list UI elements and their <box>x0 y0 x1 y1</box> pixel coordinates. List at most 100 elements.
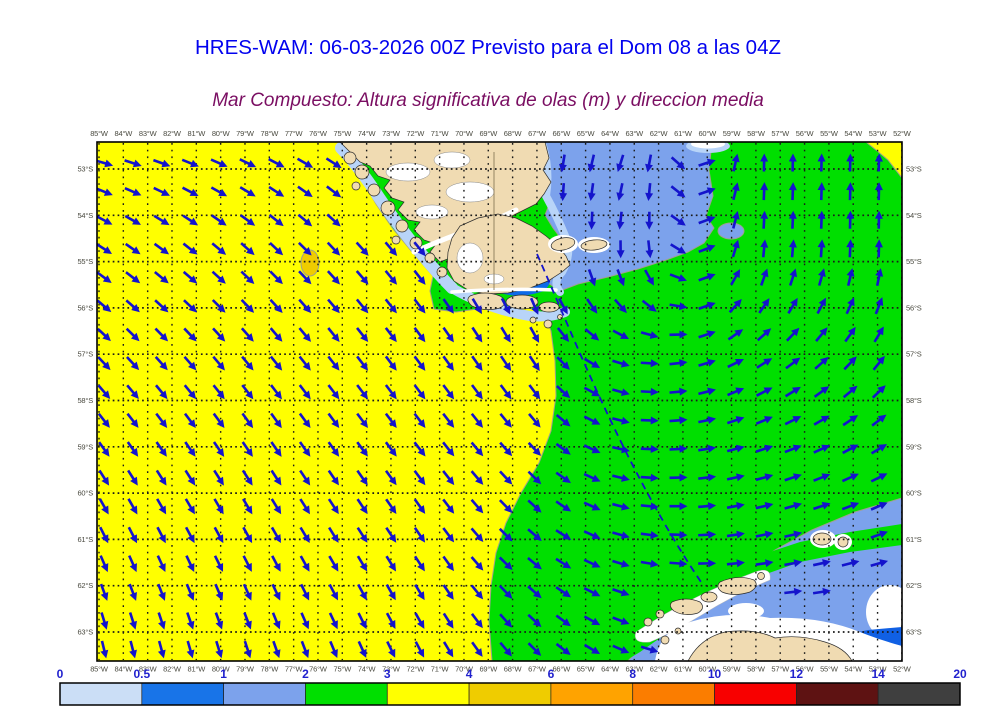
wave-arrow <box>325 157 342 169</box>
wave-arrow <box>214 612 224 630</box>
map-frame <box>96 141 903 662</box>
wave-arrow <box>499 412 512 428</box>
wave-arrow <box>210 186 228 197</box>
wave-arrow <box>413 527 426 543</box>
lat-label-right: 59°S <box>906 442 922 451</box>
wave-arrow <box>183 327 197 342</box>
wave-arrow <box>846 153 855 172</box>
icefield-2 <box>433 151 471 169</box>
wave-arrow <box>640 531 659 539</box>
wave-arrow <box>846 210 855 229</box>
sea-region-gold-4-6m <box>300 249 320 277</box>
wave-arrow <box>127 469 138 486</box>
wave-arrow <box>583 472 601 482</box>
wave-arrow <box>788 182 797 201</box>
wave-arrow <box>871 414 887 427</box>
wave-arrow <box>587 211 596 230</box>
wave-arrow <box>299 526 310 543</box>
wave-arrow <box>470 441 484 457</box>
wave-arrow <box>183 384 197 400</box>
wave-arrow <box>784 587 803 596</box>
wave-arrow <box>670 214 686 226</box>
wave-arrow <box>616 211 625 230</box>
wave-arrow <box>156 555 166 573</box>
colorbar-cell <box>714 682 797 706</box>
wave-arrow <box>583 415 601 425</box>
lon-label-bottom: 68°W <box>504 665 523 674</box>
wave-arrow <box>527 528 542 541</box>
wave-arrow <box>698 330 716 339</box>
wave-arrow <box>500 326 511 343</box>
ice-top-pocket <box>691 142 725 149</box>
icefield-4 <box>415 204 449 220</box>
wave-arrow <box>755 444 774 453</box>
wave-arrow <box>385 555 397 572</box>
wave-arrow <box>355 270 369 285</box>
land-antarctic-peninsula <box>655 614 902 661</box>
lon-label-top: 59°W <box>723 129 742 138</box>
wave-arrow <box>698 473 717 482</box>
wave-arrow <box>97 159 114 168</box>
wave-arrow <box>640 331 659 339</box>
wave-arrow <box>731 153 740 172</box>
lat-label-left: 59°S <box>77 442 93 451</box>
wave-arrow <box>812 587 831 596</box>
wave-arrow <box>698 530 717 539</box>
wave-arrow <box>498 527 513 542</box>
wave-arrow <box>500 297 511 315</box>
wave-arrow <box>527 642 542 656</box>
wave-arrow <box>555 529 572 540</box>
wave-arrow <box>385 612 396 629</box>
wave-arrow <box>442 355 454 371</box>
wave-arrow <box>243 640 252 659</box>
lon-label-top: 67°W <box>528 129 547 138</box>
lon-label-top: 75°W <box>333 129 352 138</box>
wave-arrow <box>97 271 112 284</box>
wave-arrow <box>384 412 397 428</box>
wave-arrow <box>356 384 369 400</box>
wave-arrow <box>669 502 688 511</box>
colorbar-cell <box>550 682 634 706</box>
wave-arrow <box>357 583 367 601</box>
wave-arrow <box>645 211 654 230</box>
wave-arrow <box>698 559 717 568</box>
lon-label-top: 70°W <box>455 129 474 138</box>
wave-arrow <box>812 559 831 567</box>
wave-arrow <box>184 441 196 457</box>
wave-arrow <box>612 388 630 397</box>
wave-arrow <box>698 387 716 396</box>
wave-arrow <box>269 384 282 400</box>
wave-arrow <box>640 387 659 396</box>
wave-arrow <box>241 441 253 457</box>
wave-arrow <box>124 159 142 168</box>
wave-arrow <box>356 327 369 343</box>
colorbar-label: 12 <box>790 667 804 681</box>
wave-arrow <box>270 469 282 486</box>
wave-arrow <box>442 384 455 400</box>
lat-label-left: 61°S <box>77 535 93 544</box>
wave-arrow <box>816 297 826 315</box>
wave-arrow <box>470 498 484 514</box>
wave-arrow <box>97 384 111 399</box>
wave-arrow <box>788 268 798 286</box>
lon-label-top: 68°W <box>504 129 523 138</box>
lon-label-bottom: 60°W <box>698 665 717 674</box>
icefield-1 <box>385 162 431 182</box>
wave-arrow <box>186 640 195 659</box>
wave-arrow <box>470 384 483 400</box>
wave-arrow <box>442 326 454 343</box>
wave-arrow <box>125 327 140 342</box>
wave-arrow <box>527 441 542 456</box>
wave-arrow <box>385 498 397 515</box>
wave-arrow <box>470 613 483 629</box>
wave-arrow <box>327 298 340 314</box>
wave-arrow <box>726 444 745 453</box>
wave-arrow <box>583 558 601 568</box>
wave-arrow <box>98 469 110 486</box>
lon-label-bottom: 69°W <box>479 665 498 674</box>
wave-arrow <box>98 498 109 515</box>
wave-arrow <box>698 416 717 425</box>
lon-label-top: 54°W <box>844 129 863 138</box>
lon-label-top: 61°W <box>674 129 693 138</box>
